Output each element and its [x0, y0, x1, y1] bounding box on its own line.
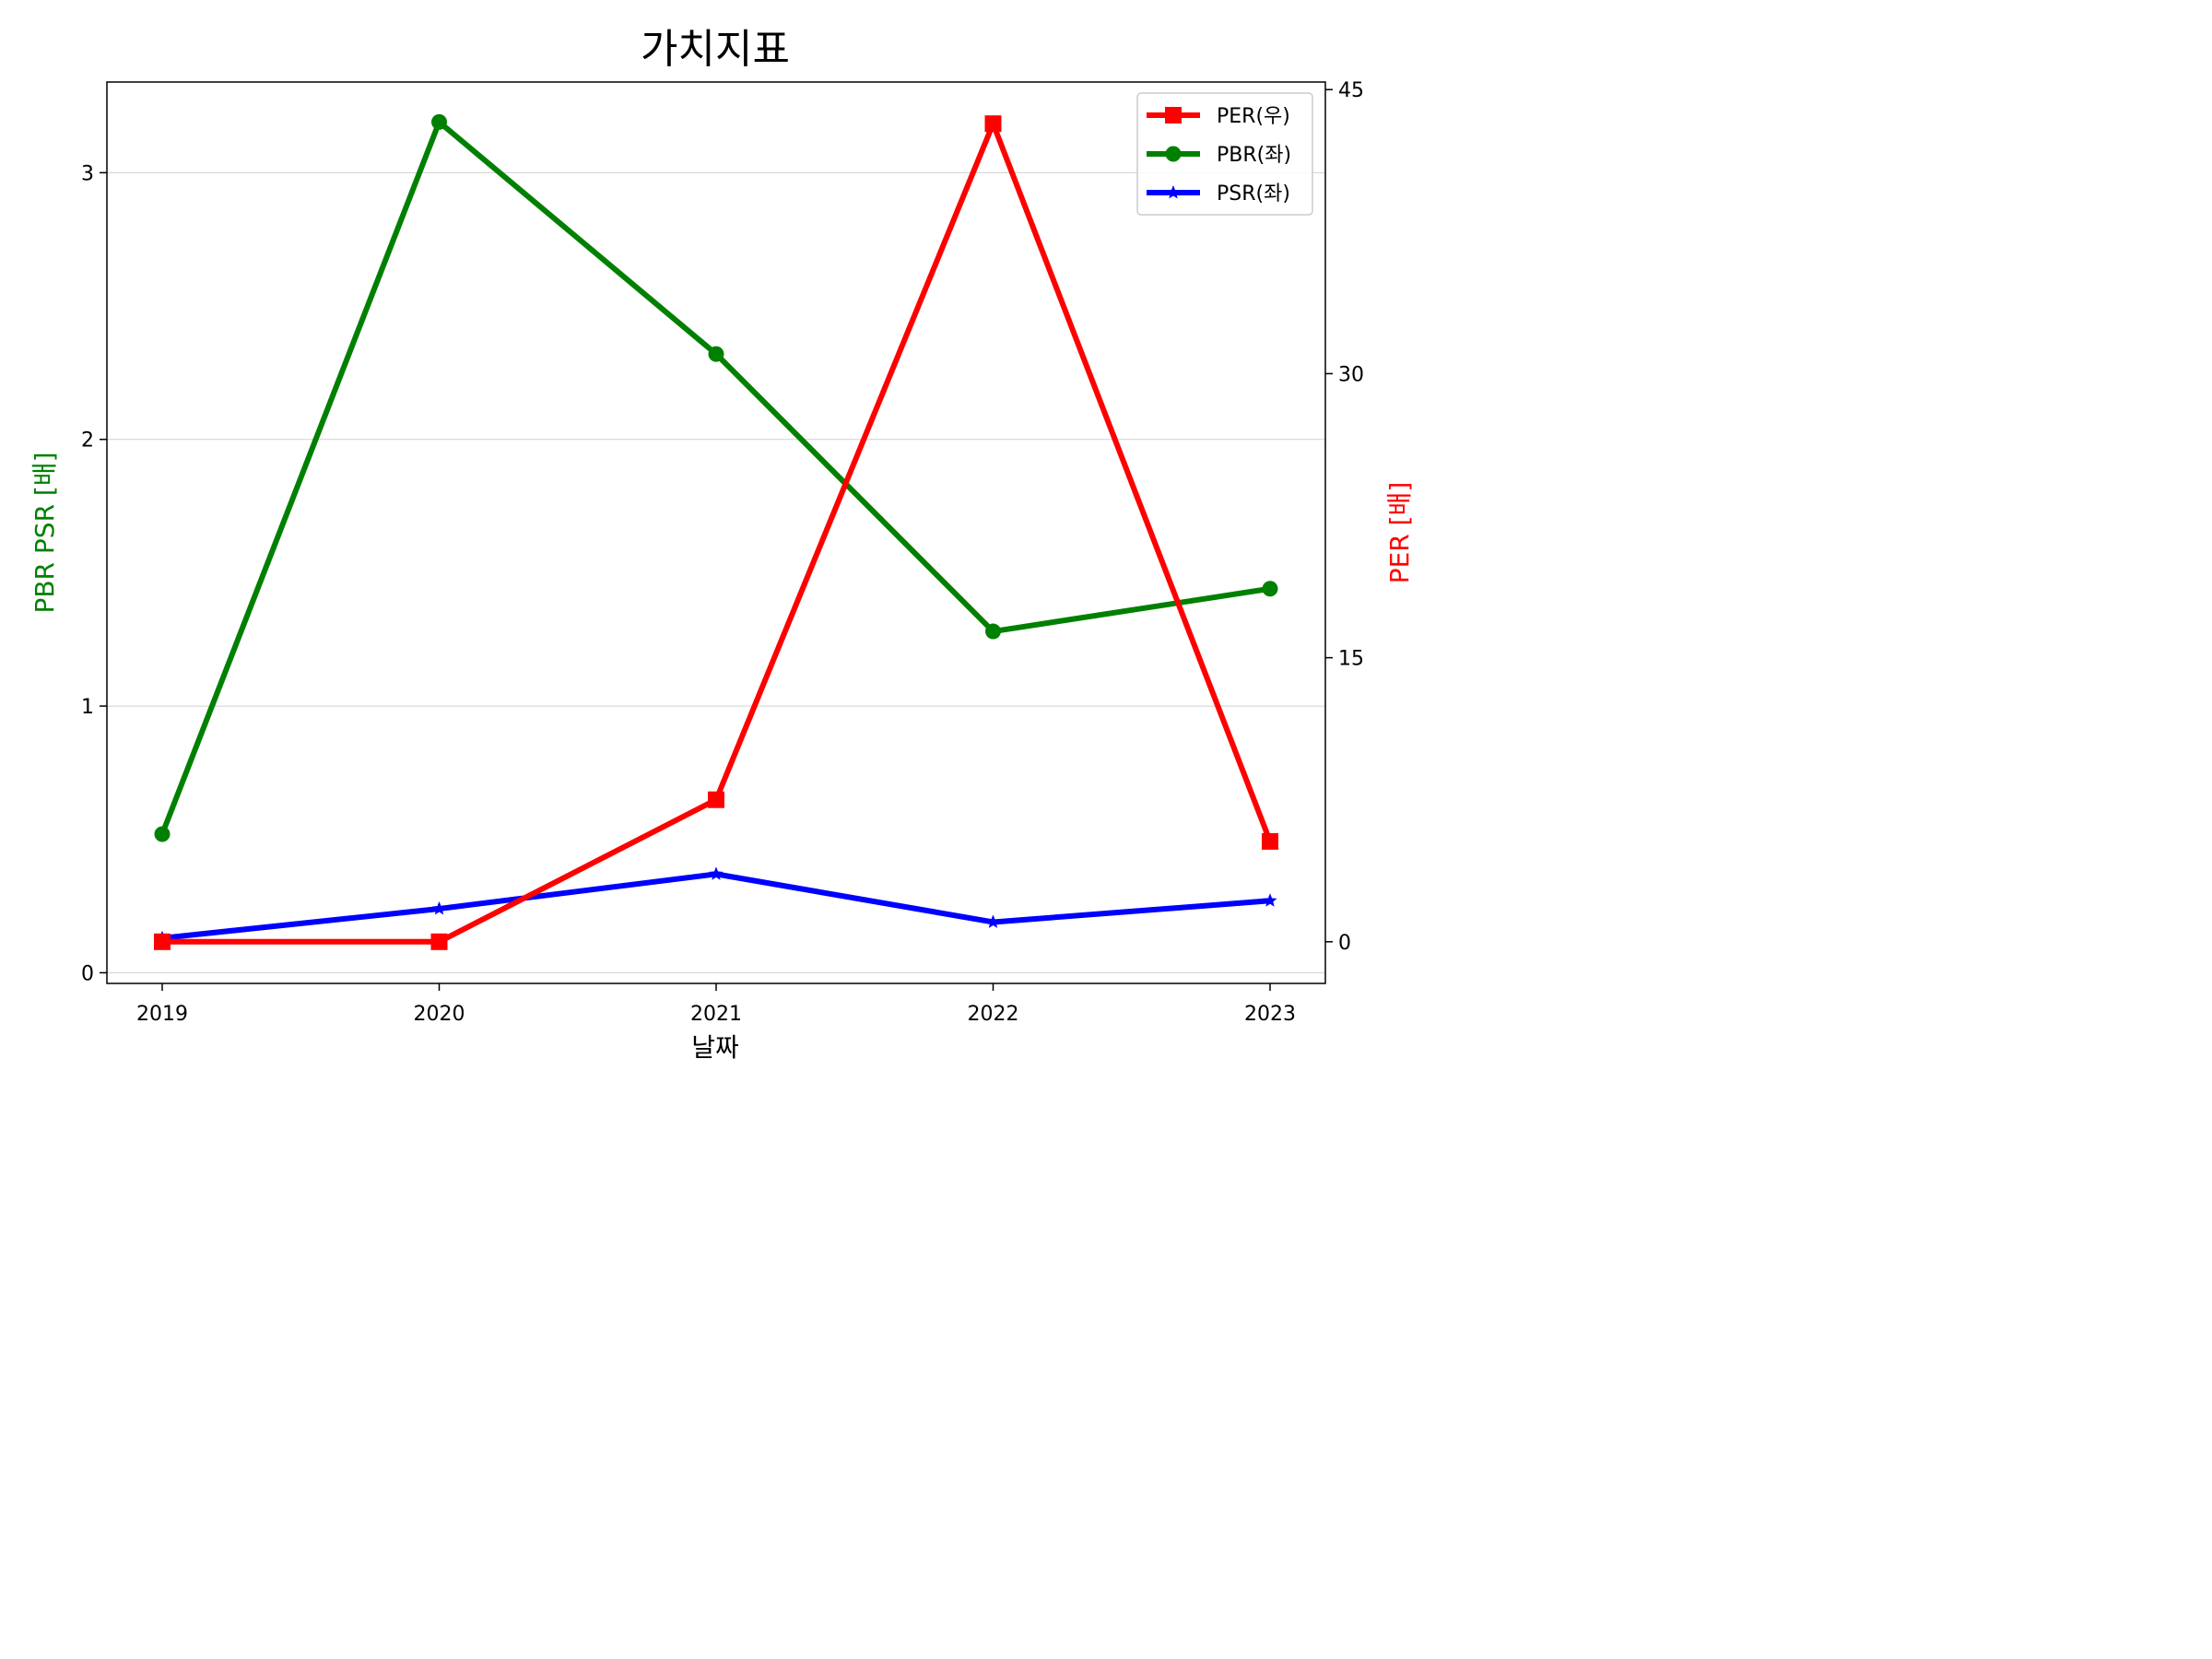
- x-tick-label: 2020: [414, 1003, 465, 1026]
- series-PBR(좌): [154, 113, 1278, 842]
- x-tick-label: 2019: [136, 1003, 188, 1026]
- data-point: [709, 866, 724, 880]
- x-tick-label: 2023: [1244, 1003, 1296, 1026]
- data-point: [1262, 581, 1278, 597]
- left-tick-label: 3: [81, 162, 94, 185]
- data-point: [1263, 893, 1277, 907]
- data-point: [708, 346, 724, 362]
- data-point: [1262, 832, 1278, 850]
- data-point: [985, 914, 1001, 928]
- chart-title: 가치지표: [641, 26, 790, 73]
- x-axis: 2019 2020 2021 2022 2023: [136, 983, 1296, 1026]
- data-point: [430, 933, 448, 950]
- right-y-axis: 0 15 30 45: [1325, 79, 1364, 955]
- data-point: [154, 826, 171, 842]
- data-point: [984, 115, 1002, 133]
- left-y-axis: 0 1 2 3: [81, 162, 107, 985]
- legend-marker: [1166, 185, 1181, 199]
- right-tick-label: 45: [1338, 79, 1364, 102]
- grid-lines: [107, 171, 1325, 973]
- left-tick-label: 0: [81, 962, 94, 985]
- legend-label: PSR(좌): [1217, 182, 1290, 206]
- left-tick-label: 1: [81, 696, 94, 719]
- data-point: [431, 113, 447, 130]
- right-tick-label: 30: [1338, 363, 1364, 386]
- right-y-axis-label: PER [배]: [1384, 482, 1415, 584]
- legend-entry: PER(우): [1147, 105, 1290, 128]
- legend-label: PER(우): [1217, 105, 1290, 128]
- left-y-axis-label: PBR PSR [배]: [29, 452, 60, 613]
- legend-entry: PBR(좌): [1147, 144, 1291, 167]
- x-tick-label: 2021: [690, 1003, 742, 1026]
- legend-marker: [1165, 107, 1182, 124]
- legend-label: PBR(좌): [1217, 144, 1291, 167]
- legend: PER(우) PBR(좌) PSR(좌): [1136, 92, 1313, 216]
- value-indicator-chart: 가치지표 2019 2020 2021 2022 2023 0 1 2 3 0 15 30 45 날…: [0, 0, 1423, 1067]
- data-point: [985, 623, 1001, 640]
- left-tick-label: 2: [81, 429, 94, 453]
- right-tick-label: 15: [1338, 648, 1364, 671]
- data-point: [154, 933, 171, 950]
- data-point: [708, 791, 724, 808]
- series-layer: [154, 113, 1278, 950]
- legend-entry: PSR(좌): [1147, 182, 1290, 206]
- series-PER(우): [154, 115, 1278, 950]
- x-axis-label: 날짜: [691, 1032, 739, 1063]
- legend-marker: [1165, 146, 1182, 162]
- x-tick-label: 2022: [968, 1003, 1019, 1026]
- data-point: [431, 900, 447, 915]
- right-tick-label: 0: [1338, 932, 1351, 955]
